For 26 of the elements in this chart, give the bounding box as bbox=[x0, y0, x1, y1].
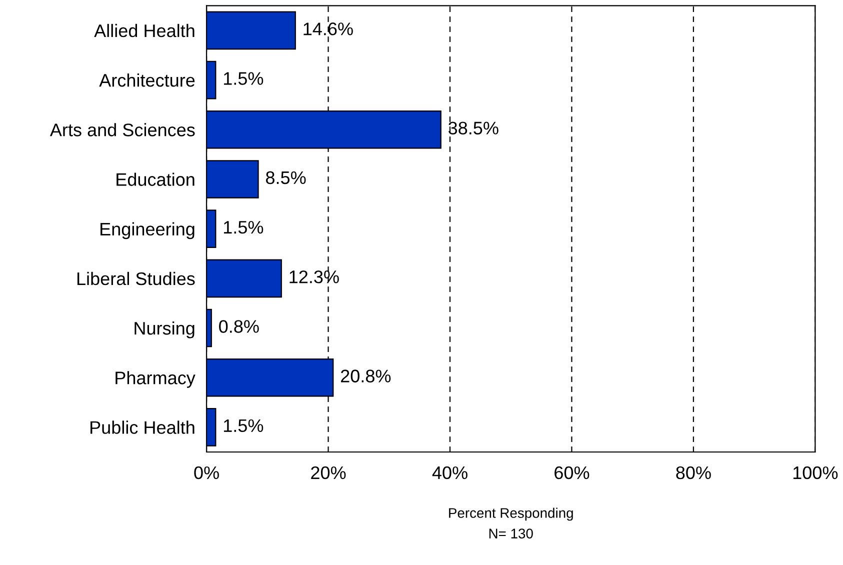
data-label: 14.6% bbox=[304, 22, 353, 36]
y-tick-label: Public Health bbox=[90, 420, 194, 434]
y-tick-label: Pharmacy bbox=[116, 371, 196, 388]
data-label: 20.8% bbox=[340, 370, 391, 382]
x-tick-label: 0% bbox=[194, 466, 219, 480]
x-axis-title: Percent Responding bbox=[449, 508, 573, 521]
y-tick-label: Education bbox=[116, 172, 194, 186]
y-tick-label: Arts and Sciences bbox=[50, 123, 195, 136]
x-tick-label: 40% bbox=[432, 466, 468, 480]
y-tick-label: Allied Health bbox=[94, 24, 194, 38]
y-tick-label: Liberal Studies bbox=[77, 272, 195, 286]
x-tick-label: 100% bbox=[793, 466, 838, 480]
x-tick-label: 20% bbox=[311, 466, 346, 480]
data-label: 1.5% bbox=[224, 419, 264, 432]
data-label: 8.5% bbox=[266, 171, 306, 184]
data-label: 0.8% bbox=[219, 320, 259, 333]
x-tick-label: 80% bbox=[676, 466, 711, 480]
text: N= 130 bbox=[489, 528, 533, 538]
y-tick-label: Nursing bbox=[134, 321, 194, 338]
y-tick-label: Engineering bbox=[100, 222, 194, 240]
data-label: 1.5% bbox=[224, 72, 264, 85]
data-label: 12.3% bbox=[290, 270, 339, 284]
x-tick-label: 60% bbox=[554, 466, 590, 480]
data-label: 38.5% bbox=[448, 122, 498, 134]
y-tick-label: Architecture bbox=[99, 74, 195, 87]
data-label: 1.5% bbox=[224, 220, 264, 234]
